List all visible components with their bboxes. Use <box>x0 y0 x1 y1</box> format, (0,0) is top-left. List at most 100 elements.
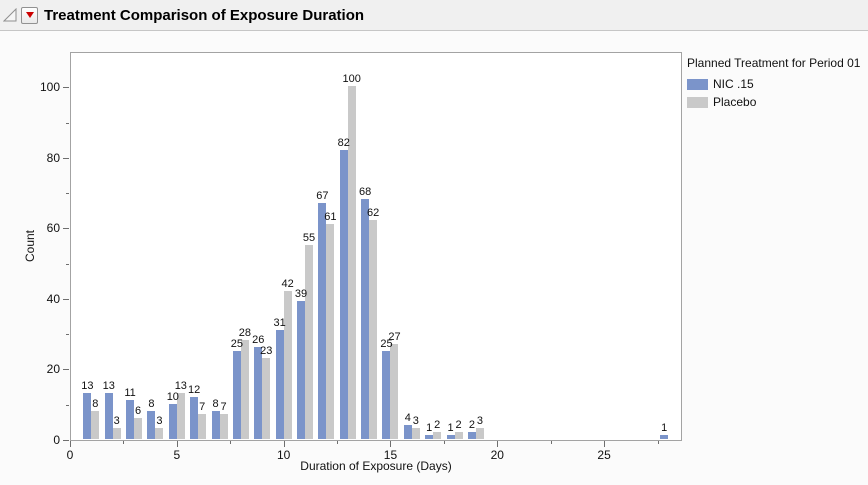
bar-value-label: 11 <box>124 387 136 400</box>
disclosure-triangle-icon[interactable] <box>3 8 17 22</box>
bar-series1[interactable] <box>403 424 412 439</box>
y-major-tick <box>63 228 69 230</box>
y-major-tick <box>63 87 69 89</box>
legend-swatch[interactable] <box>687 78 708 90</box>
y-minor-tick <box>66 263 69 265</box>
x-axis-label: Duration of Exposure (Days) <box>300 459 452 473</box>
bar-value-label: 39 <box>294 288 308 301</box>
bar-series2[interactable] <box>475 428 484 439</box>
bar-series1[interactable] <box>318 202 327 439</box>
bar-series1[interactable] <box>425 435 434 439</box>
bar-value-label: 3 <box>156 415 163 428</box>
bar-value-label: 100 <box>342 73 361 86</box>
bar-series1[interactable] <box>297 301 305 439</box>
bar-series2[interactable] <box>454 431 463 439</box>
x-minor-tick <box>230 441 232 444</box>
bar-value-label: 25 <box>230 337 244 350</box>
x-major-tick <box>497 441 499 447</box>
x-major-tick <box>604 441 606 447</box>
x-major-tick <box>176 441 178 447</box>
bar-series1[interactable] <box>147 410 156 439</box>
bar-series2[interactable] <box>240 340 249 439</box>
bar-value-label: 12 <box>188 383 201 396</box>
y-tick-label: 80 <box>46 150 60 165</box>
x-minor-tick <box>550 441 552 444</box>
y-minor-tick <box>66 122 69 124</box>
x-minor-tick <box>337 441 339 444</box>
bar-series2[interactable] <box>112 428 121 439</box>
bar-value-label: 27 <box>388 330 401 343</box>
bar-series1[interactable] <box>104 393 113 439</box>
bar-series1[interactable] <box>339 149 348 439</box>
bar-series2[interactable] <box>305 245 313 439</box>
bar-series2[interactable] <box>390 343 399 439</box>
y-tick-label: 0 <box>53 433 60 447</box>
bar-value-label: 7 <box>220 401 227 414</box>
bar-series1[interactable] <box>361 199 370 439</box>
bar-value-label: 7 <box>199 401 206 414</box>
report-title-bar: Treatment Comparison of Exposure Duratio… <box>0 0 868 31</box>
bar-value-label: 3 <box>113 415 120 428</box>
bar-value-label: 67 <box>316 189 329 202</box>
bar-value-label: 4 <box>404 411 411 424</box>
bar-series1[interactable] <box>126 400 135 439</box>
bar-series1[interactable] <box>382 350 391 439</box>
bar-series2[interactable] <box>198 414 207 439</box>
bar-series2[interactable] <box>262 357 271 439</box>
red-triangle-icon <box>25 12 34 18</box>
bar-series1[interactable] <box>446 435 455 439</box>
y-major-tick <box>63 369 69 371</box>
bar-value-label: 82 <box>337 136 350 149</box>
bar-series1[interactable] <box>660 435 669 439</box>
bar-series2[interactable] <box>134 417 143 439</box>
y-tick-label: 100 <box>39 80 60 95</box>
bar-series1[interactable] <box>190 396 199 439</box>
y-major-tick <box>63 298 69 300</box>
bar-value-label: 26 <box>252 334 265 347</box>
bar-value-label: 55 <box>302 232 316 244</box>
bar-series1[interactable] <box>275 329 284 439</box>
legend-entry-label: Placebo <box>713 95 757 109</box>
bar-value-label: 1 <box>426 422 433 435</box>
bar-series2[interactable] <box>283 290 292 439</box>
legend-swatch[interactable] <box>687 96 708 108</box>
bar-value-label: 25 <box>380 337 393 350</box>
red-triangle-menu-button[interactable] <box>21 6 38 24</box>
bar-value-label: 3 <box>412 415 419 428</box>
legend-entry[interactable]: Placebo <box>687 95 860 109</box>
bar-value-label: 8 <box>212 397 219 410</box>
bar-value-label: 3 <box>476 415 483 428</box>
bar-series2[interactable] <box>155 428 164 439</box>
legend: Planned Treatment for Period 01 NIC .15 P… <box>687 56 860 113</box>
bar-value-label: 61 <box>324 210 337 223</box>
x-tick-label: 0 <box>66 448 74 462</box>
y-minor-tick <box>66 193 69 195</box>
bar-series2[interactable] <box>91 410 100 439</box>
x-tick-label: 10 <box>276 448 291 462</box>
x-minor-tick <box>657 441 659 444</box>
bar-series1[interactable] <box>254 347 263 439</box>
bar-series1[interactable] <box>211 410 220 439</box>
bar-series1[interactable] <box>467 431 476 439</box>
bar-series1[interactable] <box>83 393 92 439</box>
bar-series2[interactable] <box>347 86 356 439</box>
bar-series2[interactable] <box>369 220 378 439</box>
bar-value-label: 2 <box>434 418 441 431</box>
bar-value-label: 68 <box>358 186 372 199</box>
y-tick-label: 60 <box>46 221 60 236</box>
bar-series2[interactable] <box>219 414 228 439</box>
bar-series1[interactable] <box>168 403 177 439</box>
bar-value-label: 8 <box>148 397 155 410</box>
legend-entry[interactable]: NIC .15 <box>687 77 860 91</box>
bar-series2[interactable] <box>326 223 335 439</box>
bar-series2[interactable] <box>176 393 185 439</box>
y-minor-tick <box>66 334 69 336</box>
bar-series2[interactable] <box>433 431 442 439</box>
bar-value-label: 31 <box>273 316 286 329</box>
bar-series2[interactable] <box>411 428 420 439</box>
bar-value-label: 13 <box>102 380 115 393</box>
bar-value-label: 6 <box>135 404 142 417</box>
y-major-tick <box>63 157 69 159</box>
bar-series1[interactable] <box>232 350 241 439</box>
bar-value-label: 13 <box>81 380 94 393</box>
